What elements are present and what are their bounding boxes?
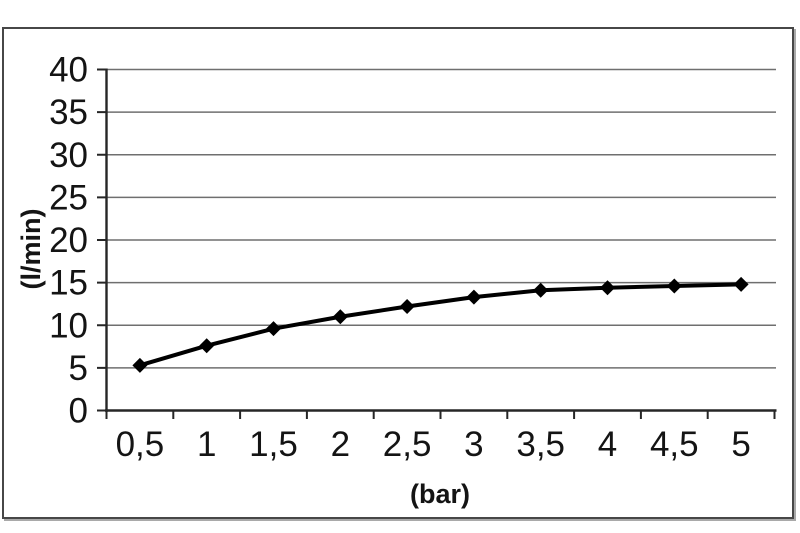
- x-tick-label: 2,5: [383, 425, 432, 464]
- x-tick-label: 4,5: [650, 425, 699, 464]
- x-tick-label: 1,5: [249, 425, 298, 464]
- data-point-marker: [533, 282, 549, 298]
- data-point-marker: [733, 276, 749, 292]
- series-line: [137, 282, 744, 368]
- y-tick-label: 0: [69, 392, 88, 431]
- data-point-marker: [132, 357, 148, 373]
- x-tick-label: 2: [331, 425, 350, 464]
- data-point-marker: [266, 321, 281, 337]
- y-tick-label: 5: [69, 349, 88, 388]
- data-point-marker: [466, 289, 482, 305]
- y-axis-title: (l/min): [16, 209, 46, 290]
- y-tick-label: 10: [49, 306, 88, 345]
- x-tick-label: 0,5: [116, 425, 165, 464]
- x-tick-label: 1: [197, 425, 216, 464]
- data-point-marker: [332, 309, 348, 325]
- data-point-marker: [199, 338, 215, 354]
- x-tick-label: 3,5: [516, 425, 565, 464]
- x-tick-label: 5: [731, 425, 750, 464]
- chart-frame: [2, 27, 794, 519]
- y-tick-label: 15: [49, 264, 88, 303]
- x-tick-label: 3: [464, 425, 483, 464]
- data-point-marker: [600, 280, 615, 296]
- x-axis-title: (bar): [410, 479, 470, 509]
- y-tick-label: 35: [49, 93, 88, 132]
- y-tick-label: 25: [49, 178, 88, 217]
- data-point-marker: [399, 298, 415, 314]
- y-tick-label: 30: [49, 136, 88, 175]
- x-tick-label: 4: [598, 425, 617, 464]
- y-tick-label: 40: [49, 51, 88, 90]
- y-tick-label: 20: [49, 221, 88, 260]
- data-point-marker: [666, 278, 682, 294]
